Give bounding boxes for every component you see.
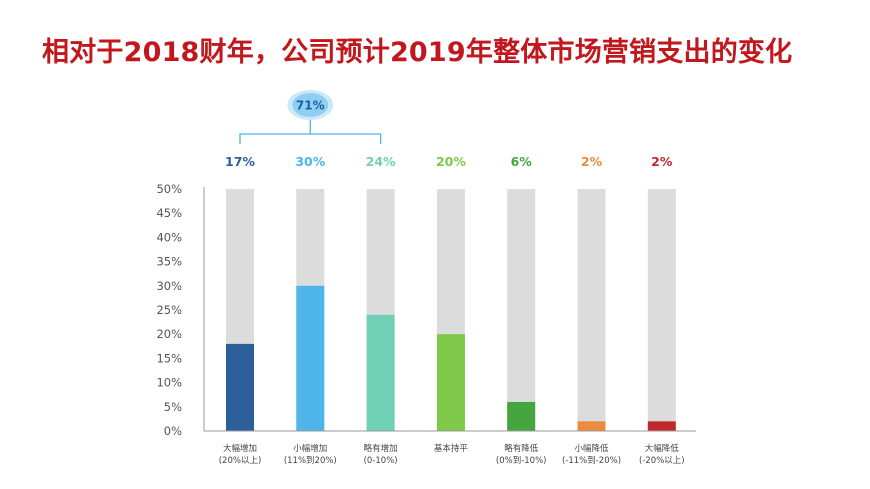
data-label: 2%: [581, 154, 603, 169]
y-tick-label: 45%: [156, 206, 182, 220]
x-tick-label: 小幅降低: [574, 443, 609, 454]
bar: [507, 401, 536, 431]
bar-background: [577, 189, 606, 431]
bar: [296, 285, 325, 431]
annotation-bracket: [239, 117, 382, 144]
bar: [647, 421, 676, 431]
x-tick-sublabel: (-11%到-20%): [562, 456, 621, 466]
data-label: 20%: [436, 154, 466, 169]
annotation-label: 71%: [296, 99, 325, 113]
x-tick-sublabel: (-20%以上): [639, 456, 685, 466]
bar: [577, 421, 606, 431]
x-tick-label: 小幅增加: [293, 443, 327, 454]
y-tick-label: 40%: [156, 230, 182, 244]
data-label: 24%: [366, 154, 396, 169]
bar: [366, 314, 395, 431]
x-tick-label: 大幅降低: [645, 443, 680, 454]
y-tick-label: 35%: [156, 255, 182, 269]
x-tick-label: 基本持平: [434, 443, 469, 454]
y-tick-label: 30%: [156, 279, 182, 293]
x-tick-sublabel: (0%到-10%): [496, 456, 547, 466]
data-label: 2%: [651, 154, 673, 169]
bar-background: [507, 189, 536, 431]
bar: [226, 343, 254, 431]
y-tick-label: 10%: [156, 376, 182, 390]
x-tick-label: 大幅增加: [223, 443, 257, 454]
data-label: 6%: [511, 154, 533, 169]
y-tick-label: 25%: [156, 303, 182, 317]
chart-title: 相对于2018财年，公司预计2019年整体市场营销支出的变化: [42, 37, 793, 68]
bar: [436, 334, 465, 431]
y-tick-label: 0%: [164, 424, 182, 438]
x-tick-label: 略有增加: [364, 443, 398, 454]
data-label: 30%: [295, 154, 325, 169]
y-tick-label: 5%: [164, 400, 182, 414]
y-tick-label: 15%: [156, 351, 182, 365]
x-tick-sublabel: (11%到20%): [284, 456, 337, 466]
annotation-bubble: [292, 93, 329, 117]
x-tick-sublabel: (20%以上): [219, 456, 262, 466]
y-tick-label: 20%: [156, 327, 182, 341]
x-tick-sublabel: (0-10%): [364, 456, 398, 466]
bar-background: [647, 189, 676, 431]
x-tick-label: 略有降低: [504, 443, 539, 454]
y-tick-label: 50%: [156, 182, 182, 196]
data-label: 17%: [225, 154, 255, 169]
